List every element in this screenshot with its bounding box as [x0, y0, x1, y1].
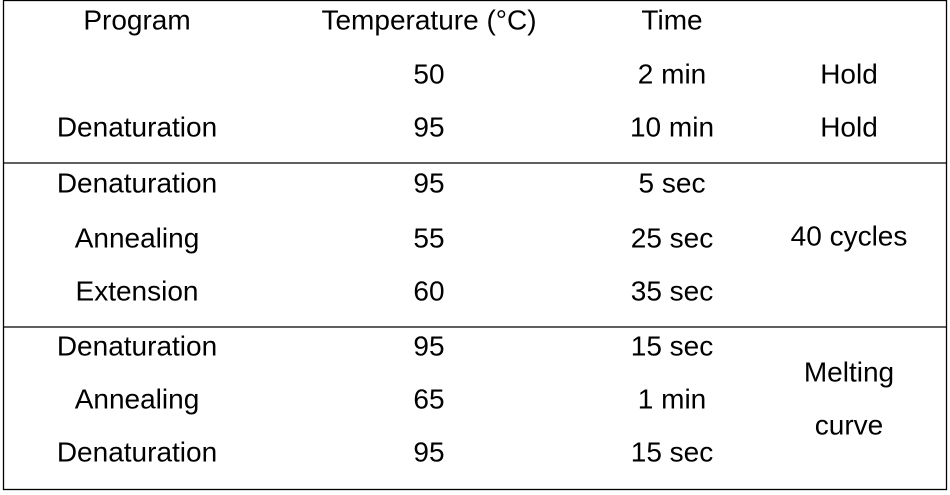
- table-cell: 50: [413, 58, 444, 89]
- table-cell: Annealing: [75, 383, 200, 414]
- header-cell: Time: [641, 4, 702, 35]
- table-cell: Annealing: [75, 222, 200, 253]
- table-cell: Extension: [76, 275, 199, 306]
- table-cell: 5 sec: [639, 167, 706, 198]
- table-cell: 2 min: [638, 58, 706, 89]
- table-cell: Denaturation: [57, 436, 217, 467]
- table-cell: 65: [413, 383, 444, 414]
- table-cell: Denaturation: [57, 330, 217, 361]
- header-cell: Program: [83, 4, 190, 35]
- table-cell: 95: [413, 330, 444, 361]
- table-cell: 55: [413, 222, 444, 253]
- table-cell: 95: [413, 167, 444, 198]
- table-cell: 60: [413, 275, 444, 306]
- group-note: curve: [815, 409, 883, 440]
- group-note: Melting: [804, 356, 894, 387]
- table-cell: 25 sec: [631, 222, 714, 253]
- group-note: 40 cycles: [791, 220, 908, 251]
- table-cell: Denaturation: [57, 167, 217, 198]
- table-cell: 10 min: [630, 111, 714, 142]
- row-note: Hold: [820, 58, 878, 89]
- header-cell: Temperature (°C): [321, 4, 536, 35]
- table-cell: 95: [413, 111, 444, 142]
- row-note: Hold: [820, 111, 878, 142]
- table-cell: 15 sec: [631, 330, 714, 361]
- table-cell: 35 sec: [631, 275, 714, 306]
- table-cell: Denaturation: [57, 111, 217, 142]
- table-cell: 15 sec: [631, 436, 714, 467]
- table-cell: 95: [413, 436, 444, 467]
- table-cell: 1 min: [638, 383, 706, 414]
